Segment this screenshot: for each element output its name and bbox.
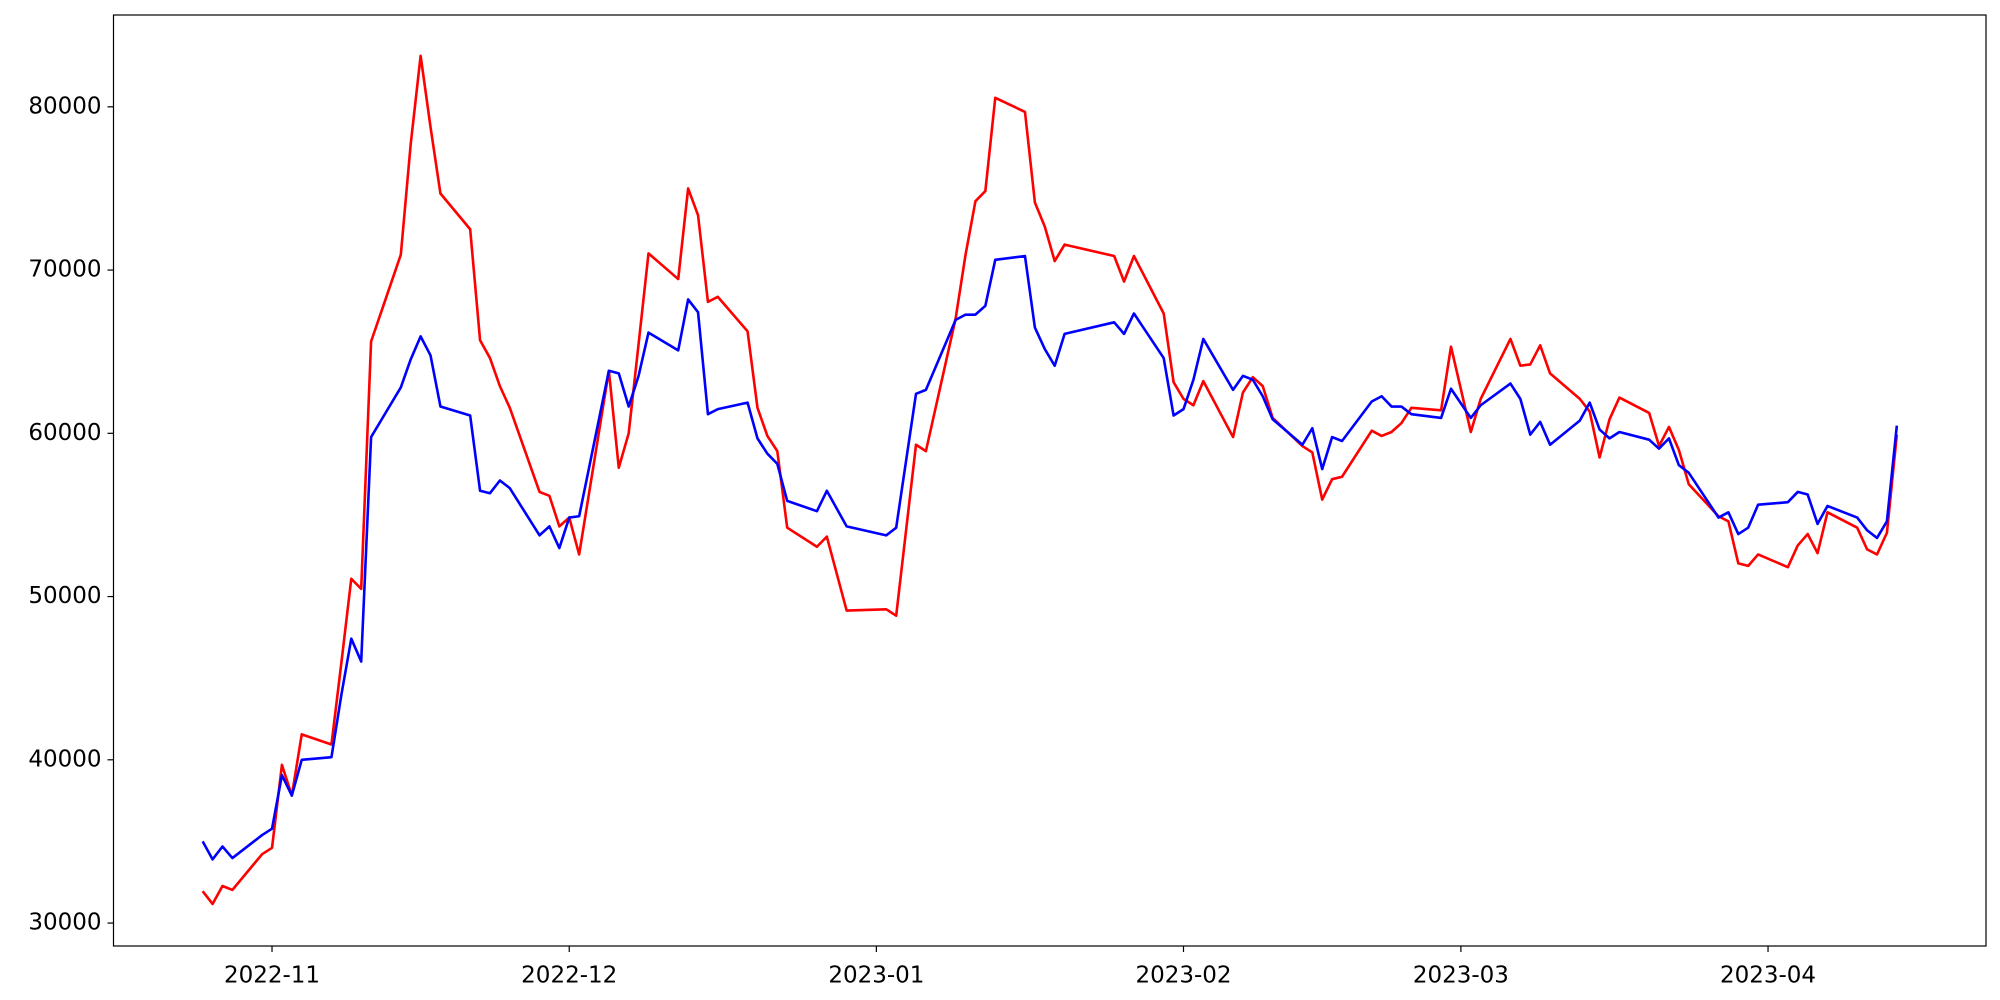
x-tick-label: 2023-04 (1720, 963, 1816, 989)
series-line (201, 54, 1899, 906)
x-tick-label: 2022-12 (521, 963, 617, 989)
y-tick-label: 30000 (28, 910, 101, 936)
y-tick-label: 60000 (28, 420, 101, 446)
x-tick-label: 2023-03 (1413, 963, 1509, 989)
y-tick-label: 50000 (28, 583, 101, 609)
x-tick-label: 2023-02 (1135, 963, 1231, 989)
x-tick-label: 2023-01 (828, 963, 924, 989)
y-tick-label: 70000 (28, 257, 101, 283)
y-tick-label: 40000 (28, 746, 101, 772)
series-line (201, 254, 1899, 861)
y-tick-label: 80000 (28, 93, 101, 119)
plot-frame (112, 14, 1987, 947)
x-tick-label: 2022-11 (224, 963, 320, 989)
